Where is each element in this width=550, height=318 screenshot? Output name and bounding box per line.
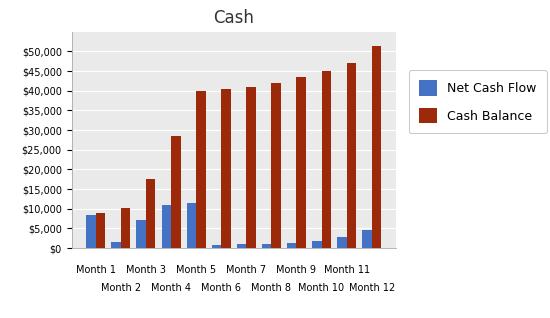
Bar [372, 45, 381, 248]
Text: Month 10: Month 10 [299, 283, 345, 293]
Bar [296, 77, 306, 248]
Bar [136, 220, 146, 248]
Text: Month 12: Month 12 [349, 283, 395, 293]
Bar [162, 205, 171, 248]
Bar [121, 208, 130, 248]
Bar [212, 245, 221, 248]
Bar [246, 87, 256, 248]
Text: Month 1: Month 1 [76, 265, 116, 275]
Bar [271, 83, 281, 248]
Bar [86, 215, 96, 248]
Text: Month 8: Month 8 [251, 283, 292, 293]
Text: Month 3: Month 3 [126, 265, 166, 275]
Bar [96, 213, 105, 248]
Bar [312, 241, 322, 248]
Title: Cash: Cash [213, 10, 254, 27]
Bar [186, 203, 196, 248]
Text: Month 7: Month 7 [226, 265, 266, 275]
Bar [171, 136, 180, 248]
Text: Month 5: Month 5 [176, 265, 216, 275]
Bar [196, 91, 206, 248]
Bar [337, 237, 346, 248]
Bar [287, 243, 296, 248]
Text: Month 6: Month 6 [201, 283, 241, 293]
Bar [346, 63, 356, 248]
Text: Month 9: Month 9 [277, 265, 316, 275]
Text: Month 11: Month 11 [323, 265, 370, 275]
Text: Month 2: Month 2 [101, 283, 141, 293]
Bar [221, 89, 231, 248]
Bar [322, 71, 331, 248]
Bar [236, 244, 246, 248]
Legend: Net Cash Flow, Cash Balance: Net Cash Flow, Cash Balance [409, 71, 547, 134]
Bar [362, 230, 372, 248]
Bar [111, 242, 121, 248]
Bar [146, 179, 156, 248]
Text: Month 4: Month 4 [151, 283, 191, 293]
Bar [262, 244, 271, 248]
